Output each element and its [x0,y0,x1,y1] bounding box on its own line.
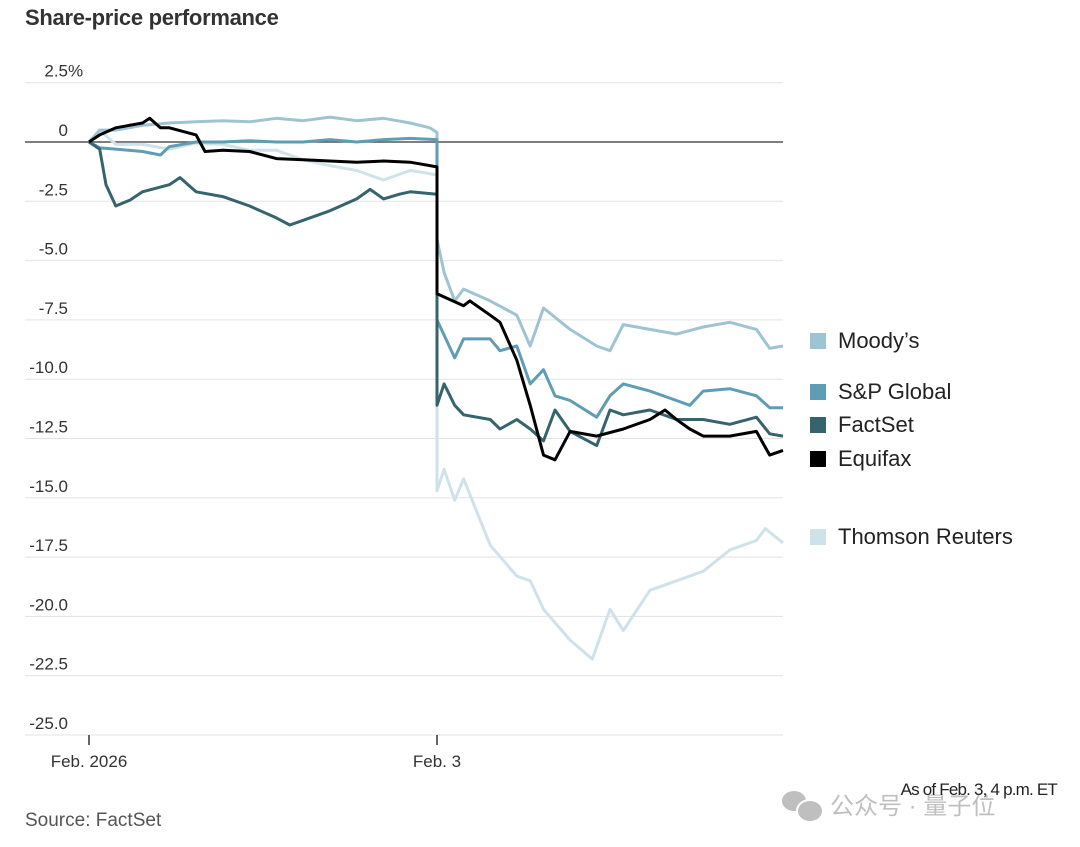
legend-swatch [810,451,826,467]
x-axis-ticks: Feb. 2026 Feb. 3 [51,735,461,771]
x-tick-label: Feb. 2026 [51,752,128,771]
source-note: Source: FactSet [25,810,162,831]
series-line-thomson-reuters [87,128,784,661]
gridlines [25,82,783,736]
watermark: 公众号 · 量子位 [782,786,996,823]
y-tick-label: -12.5 [29,418,68,437]
y-tick-label: -20.0 [29,595,68,614]
y-tick-label: -25.0 [29,714,68,733]
y-tick-unit: % [68,62,83,81]
series-lines [87,115,784,661]
legend-label: FactSet [838,412,914,437]
y-tick-label: 2.5 [44,62,68,81]
series-line-equifax [88,116,784,462]
y-tick-label: -22.5 [29,655,68,674]
legend-label: Equifax [838,446,912,471]
x-tick-label: Feb. 3 [413,752,461,771]
legend-swatch [810,529,826,545]
legend-item-sp-global: S&P Global [810,379,951,405]
series-line-s-p-global [88,136,783,419]
y-tick-label: -2.5 [39,180,68,199]
y-tick-label: -7.5 [39,299,68,318]
legend-item-equifax: Equifax [810,446,911,472]
y-tick-label: 0 [59,121,68,140]
y-tick-label: -5.0 [39,240,68,259]
legend-swatch [810,384,826,400]
y-axis-ticks: 2.5 % 0 -2.5 -5.0 -7.5 -10.0 -12.5 -15.0 -17.5 -20… [29,62,83,733]
timestamp-note: As of Feb. 3, 4 p.m. ET [900,780,1058,799]
legend-swatch [810,417,826,433]
y-tick-label: -10.0 [29,358,68,377]
legend-label: S&P Global [838,379,952,404]
watermark-text: 公众号 · 量子位 [830,793,996,820]
legend-label: Moody’s [838,328,920,353]
series-line-factset [88,140,784,448]
legend-item-thomson-reuters: Thomson Reuters [810,524,1013,550]
y-tick-label: -17.5 [29,536,68,555]
chart-title: Share-price performance [25,5,279,30]
legend-item-moodys: Moody’s [810,328,920,354]
wechat-icon [782,789,824,823]
series-line-moody-s [87,115,784,353]
legend-item-factset: FactSet [810,412,914,438]
legend-label: Thomson Reuters [838,524,1013,549]
legend-swatch [810,333,826,349]
y-tick-label: -15.0 [29,477,68,496]
